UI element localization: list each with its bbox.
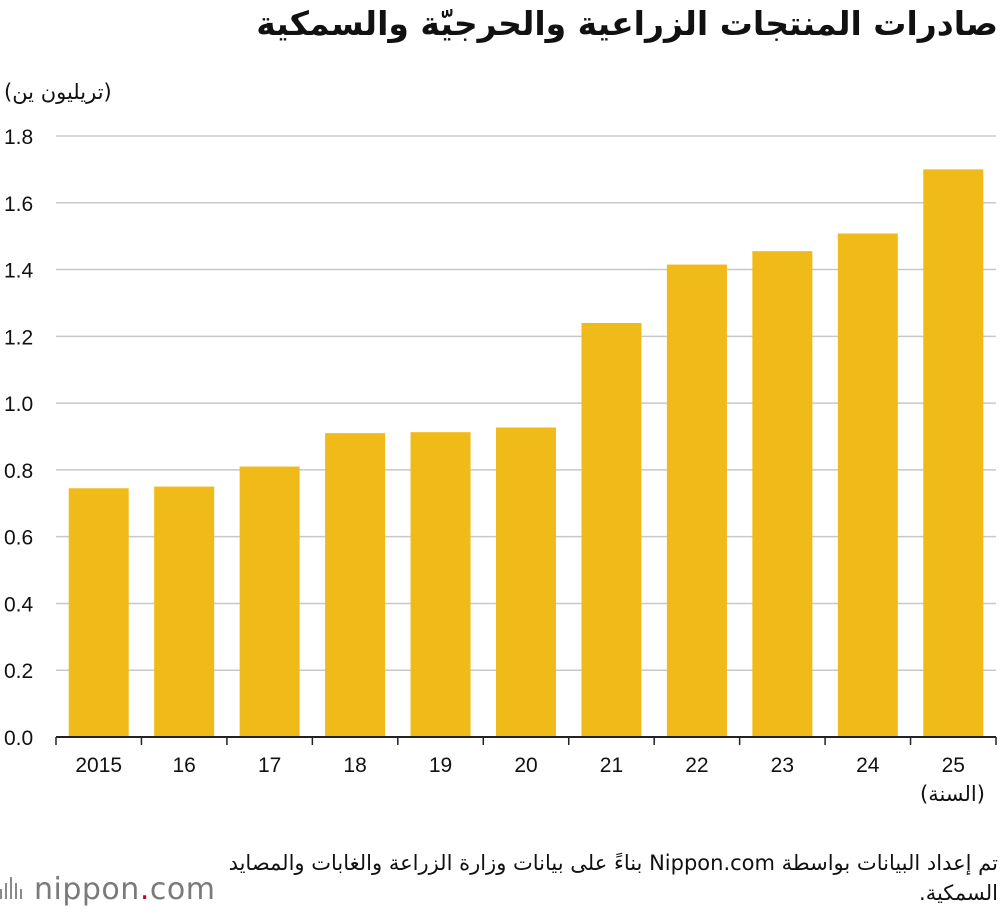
bar xyxy=(154,486,215,737)
bar xyxy=(837,233,898,738)
bar xyxy=(496,427,556,737)
y-axis-unit-label: (تريليون ين) xyxy=(4,80,112,104)
y-tick-label: 1.4 xyxy=(4,260,34,283)
x-tick-label: 21 xyxy=(600,754,623,777)
logo-bars-icon xyxy=(0,876,26,901)
x-tick-label: 19 xyxy=(429,754,452,777)
y-tick-label: 0.6 xyxy=(4,527,33,550)
nippon-logo: nippon.com xyxy=(0,872,215,907)
bar xyxy=(239,466,300,737)
x-tick-label: 17 xyxy=(258,754,281,777)
bar xyxy=(325,433,386,737)
x-tick-label: 18 xyxy=(343,754,366,777)
x-tick-label: 16 xyxy=(173,754,196,777)
y-tick-label: 0.4 xyxy=(4,593,34,616)
x-axis-unit-label: (السنة) xyxy=(920,782,985,806)
y-tick-label: 1.2 xyxy=(4,326,33,349)
bar xyxy=(410,432,471,737)
bar-chart: 0.0 0.2 0.4 0.6 0.8 1.0 1.2 1.4 1.6 1.8 2015 16 17 18… xyxy=(4,126,997,777)
y-tick-label: 1.0 xyxy=(4,393,33,416)
x-tick-label: 22 xyxy=(685,754,708,777)
x-tick-label: 25 xyxy=(942,754,965,777)
x-tick-label: 23 xyxy=(771,754,794,777)
y-tick-label: 0.2 xyxy=(4,660,33,683)
x-tick-label: 2015 xyxy=(75,754,122,777)
logo-text: nippon.com xyxy=(34,872,216,907)
y-tick-label: 1.8 xyxy=(4,126,33,149)
chart-title: صادرات المنتجات الزراعية والحرجيّة والسم… xyxy=(256,4,998,43)
y-tick-label: 1.6 xyxy=(4,193,33,216)
bar xyxy=(923,169,984,737)
x-tick-label: 20 xyxy=(514,754,537,777)
bar xyxy=(68,488,129,737)
bar xyxy=(752,251,813,738)
source-note: تم إعداد البيانات بواسطة Nippon.com بناء… xyxy=(228,851,998,905)
bar xyxy=(666,264,727,737)
bar xyxy=(581,322,642,737)
y-tick-label: 0.8 xyxy=(4,460,33,483)
y-tick-label: 0.0 xyxy=(4,727,33,750)
x-tick-label: 24 xyxy=(856,754,880,777)
